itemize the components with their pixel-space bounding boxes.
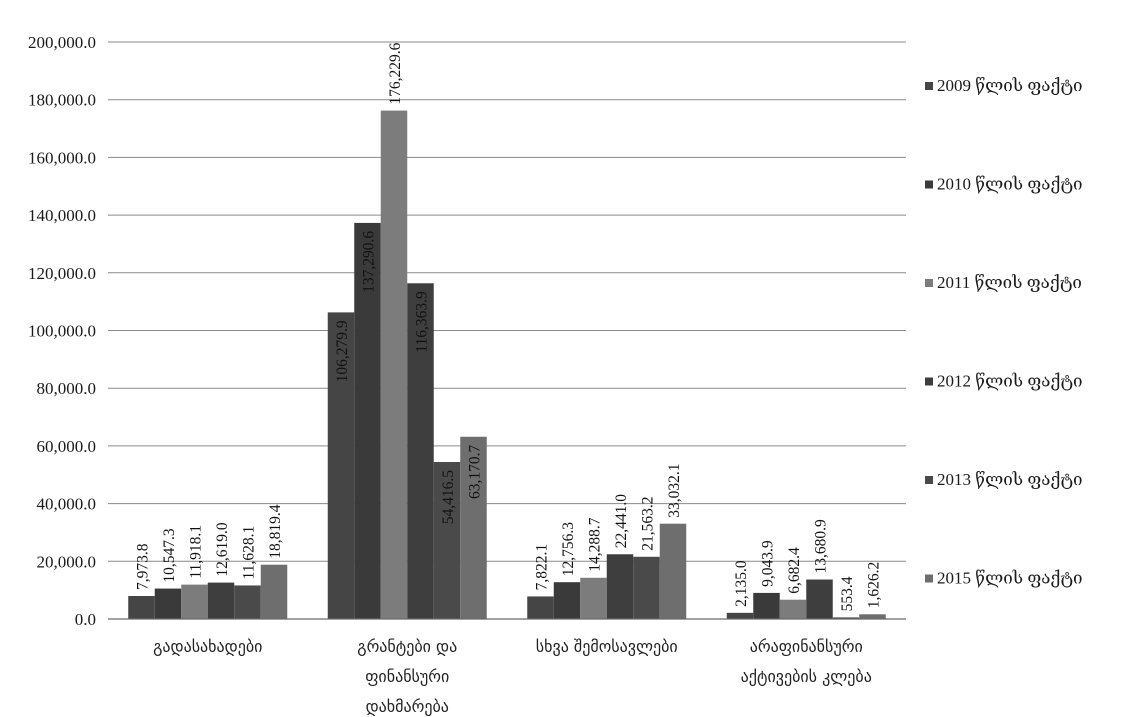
y-tick-label: 200,000.0 [28,33,96,52]
legend-label: 2012 წლის ფაქტი [937,372,1083,391]
y-axis: 0.0 20,000.0 40,000.0 60,000.0 80,000.0 100,0… [28,33,96,629]
data-label: 1,626.2 [866,562,883,609]
bar [659,523,687,619]
data-label: 176,229.6 [387,42,404,104]
data-label: 11,918.1 [188,525,205,579]
data-label: 33,032.1 [666,463,683,517]
y-tick-label: 140,000.0 [28,206,96,225]
legend-label: 2011 წლის ფაქტი [937,273,1082,292]
bar [207,582,235,619]
legend-swatch [925,476,933,484]
data-label: 63,170.7 [467,445,484,500]
data-label: 137,290.6 [361,231,378,293]
bar [606,554,634,619]
y-tick-label: 60,000.0 [37,437,97,456]
legend-swatch [925,82,933,90]
bar [832,617,860,619]
legend-swatch [925,574,933,583]
data-label: 6,682.4 [786,547,803,594]
data-label: 18,819.4 [267,504,284,559]
bars [128,110,886,619]
bar [234,585,261,619]
data-label: 11,628.1 [241,526,258,580]
data-label: 22,441.0 [613,494,630,549]
legend-label: 2010 წლის ფაქტი [937,175,1083,194]
legend-swatch [925,279,933,287]
y-tick-label: 80,000.0 [37,379,97,398]
bar [859,614,886,619]
x-tick-label: გრანტები და [357,637,457,656]
bar [580,577,607,619]
legend-label: 2009 წლის ფაქტი [937,76,1083,95]
bar [433,462,461,619]
x-tick-label: ფინანსური [365,667,449,686]
data-label: 21,563.2 [640,497,657,551]
bar [806,579,833,619]
data-label: 12,756.3 [560,522,577,577]
x-tick-label: გადასახადები [153,637,262,656]
x-tick-label: დახმარება [366,697,449,716]
gridlines [108,41,906,562]
legend-label: 2015 წლის ფაქტი [937,569,1083,588]
x-tick-label: სხვა შემოსავლები [536,637,678,656]
legend-swatch [925,180,933,189]
bar [380,110,408,619]
legend-label: 2013 წლის ფაქტი [937,470,1083,489]
data-label: 7,973.8 [135,543,152,590]
data-label: 13,680.9 [813,519,830,574]
legend-swatch [925,377,933,386]
data-label: 10,547.3 [161,528,178,583]
bar [460,436,487,619]
bar [327,312,355,619]
bar [779,599,807,619]
bar [154,588,182,619]
bar [633,556,660,619]
x-axis: გადასახადები გრანტები და ფინანსური დახმარებ… [108,618,906,716]
bar [181,584,208,619]
data-label: 116,363.9 [414,291,431,353]
legend: 2009 წლის ფაქტი 2010 წლის ფაქტი 2011 წლის … [925,76,1083,588]
bar [128,595,155,619]
x-tick-label: აქტივების კლება [741,667,872,686]
data-label: 106,279.9 [334,320,351,382]
data-label: 12,619.0 [214,522,231,577]
y-tick-label: 100,000.0 [28,322,96,341]
bar [260,564,288,619]
bar [553,582,581,619]
y-tick-label: 20,000.0 [37,552,97,571]
data-label: 54,416.5 [440,470,457,525]
bar [753,592,780,619]
data-label: 553.4 [839,576,856,611]
bar [527,596,554,619]
x-tick-label: არაფინანსური [750,637,863,656]
data-label: 14,288.7 [587,517,604,572]
y-tick-label: 160,000.0 [28,148,96,167]
bar [354,222,381,619]
bar [407,283,434,619]
bar [726,612,754,619]
data-labels: 7,973.8 106,279.9 7,822.1 2,135.0 10,547.3 13… [135,42,883,611]
y-tick-label: 40,000.0 [37,495,97,514]
y-tick-label: 0.0 [75,610,96,629]
data-label: 7,822.1 [534,544,551,591]
data-label: 2,135.0 [733,560,750,607]
y-tick-label: 120,000.0 [28,264,96,283]
y-tick-label: 180,000.0 [28,91,96,110]
data-label: 9,043.9 [760,540,777,587]
